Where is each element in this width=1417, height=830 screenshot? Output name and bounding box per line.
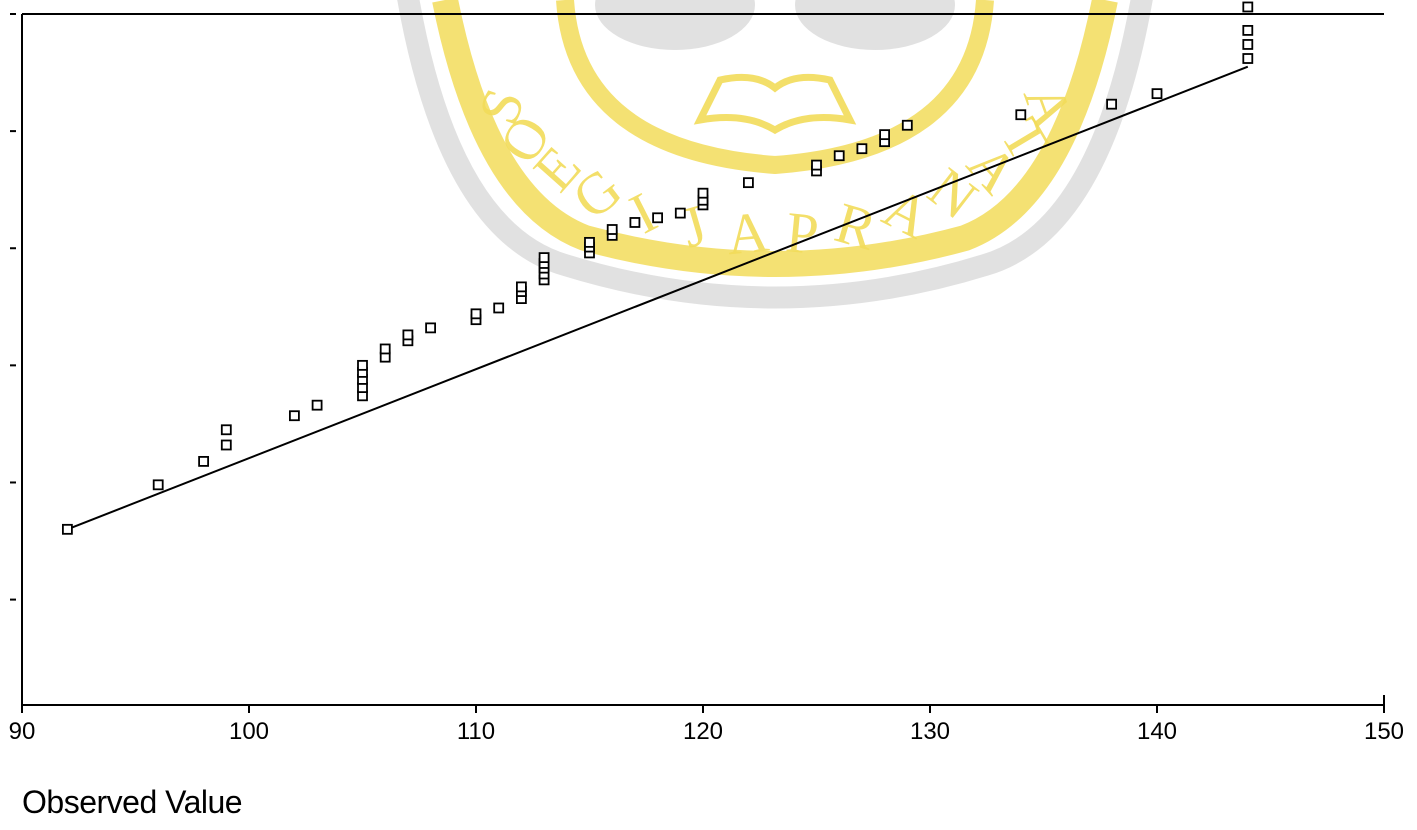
data-point bbox=[1151, 88, 1163, 100]
data-points bbox=[62, 1, 1254, 535]
x-tick-label: 130 bbox=[910, 718, 950, 745]
data-point bbox=[516, 281, 527, 293]
data-point bbox=[357, 359, 368, 371]
seal-book bbox=[693, 73, 857, 135]
reference-line bbox=[67, 65, 1249, 531]
y-axis-ticks bbox=[10, 13, 16, 601]
data-point bbox=[198, 455, 210, 467]
data-point bbox=[402, 329, 414, 341]
data-point bbox=[1106, 98, 1117, 110]
data-point bbox=[311, 399, 323, 411]
watermark-letter: P bbox=[783, 199, 821, 267]
data-point bbox=[901, 119, 913, 131]
seal-outer-band bbox=[397, 0, 1153, 309]
seal-gold-band bbox=[432, 0, 1118, 277]
x-axis-label: Observed Value bbox=[22, 784, 243, 820]
x-tick-label: 100 bbox=[229, 718, 269, 745]
x-axis-ticks: 90 100 110 120 130 140 150 bbox=[9, 705, 1404, 745]
data-point bbox=[811, 159, 822, 171]
data-point bbox=[1242, 53, 1254, 64]
data-point bbox=[152, 479, 164, 491]
data-point bbox=[379, 343, 391, 355]
data-point bbox=[62, 523, 73, 535]
data-point bbox=[584, 236, 595, 248]
data-point bbox=[538, 252, 550, 264]
x-tick-label: 140 bbox=[1137, 718, 1177, 745]
data-point bbox=[606, 224, 618, 235]
data-point bbox=[220, 424, 232, 436]
data-point bbox=[1015, 109, 1027, 121]
data-point bbox=[425, 322, 437, 334]
seal-inner-ring bbox=[556, 0, 994, 175]
x-tick-label: 120 bbox=[683, 718, 723, 745]
data-point bbox=[1242, 24, 1254, 36]
data-point bbox=[652, 212, 663, 224]
seal-shade-left bbox=[595, 0, 755, 50]
x-tick-label: 110 bbox=[457, 718, 495, 745]
data-point bbox=[879, 129, 890, 141]
x-tick-label: 90 bbox=[9, 718, 36, 745]
data-point bbox=[288, 410, 300, 422]
data-point bbox=[856, 143, 868, 155]
data-point bbox=[743, 177, 754, 189]
x-tick-label: 150 bbox=[1364, 718, 1404, 745]
data-point bbox=[697, 187, 709, 199]
expected-normal-line bbox=[67, 65, 1249, 531]
seal-shade-right bbox=[795, 0, 955, 50]
data-point bbox=[833, 150, 845, 162]
data-point bbox=[470, 308, 482, 320]
data-point bbox=[674, 207, 686, 219]
data-point bbox=[629, 217, 641, 228]
data-point bbox=[1242, 39, 1254, 50]
data-point bbox=[220, 439, 232, 451]
data-point bbox=[493, 302, 505, 314]
data-point bbox=[1242, 1, 1254, 13]
